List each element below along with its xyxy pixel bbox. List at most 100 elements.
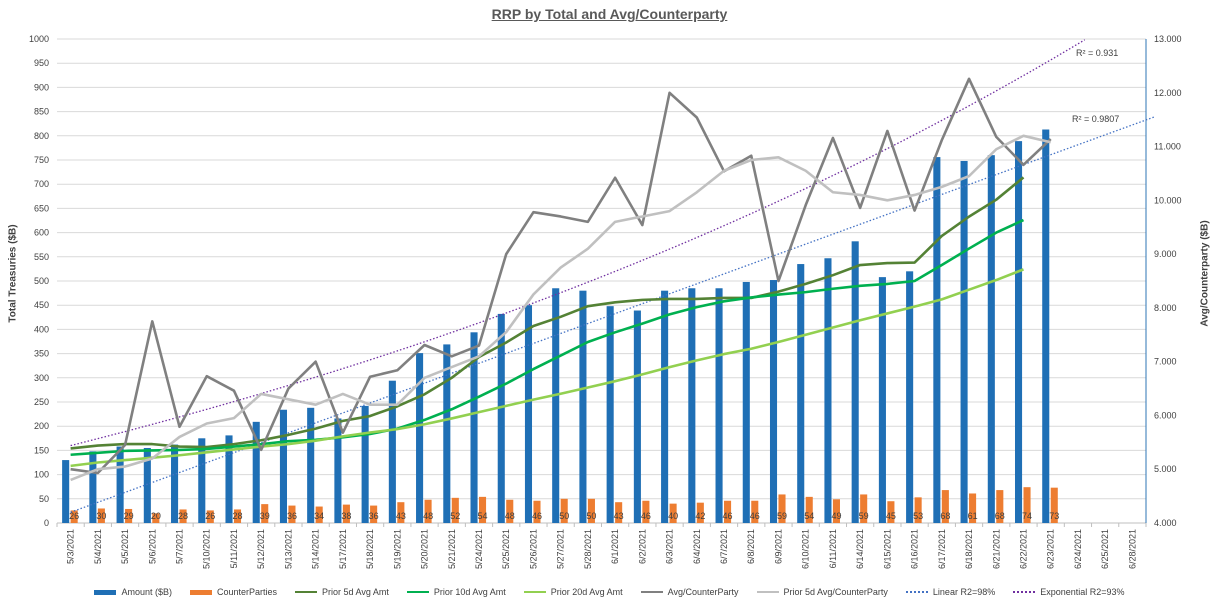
x-tick-label: 5/20/2021 xyxy=(420,529,430,569)
avg-counterparty-line xyxy=(70,77,1052,475)
x-tick-label: 6/21/2021 xyxy=(991,529,1001,569)
legend-label: Prior 20d Avg Amt xyxy=(550,587,623,597)
prior-20d-avg-amt-line xyxy=(70,268,1024,468)
amount-bar xyxy=(116,446,124,523)
prior-5d-avg-amt-line xyxy=(70,176,1025,450)
counterparty-data-label: 68 xyxy=(940,511,950,521)
y2-tick-label: 10.000 xyxy=(1154,195,1182,205)
y-tick-label: 300 xyxy=(34,373,49,383)
amount-bar xyxy=(334,418,342,523)
legend-item: Linear R2=98% xyxy=(905,587,995,597)
y-tick-label: 600 xyxy=(34,228,49,238)
amount-bar xyxy=(688,288,696,523)
counterparty-bar xyxy=(342,504,350,523)
counterparty-data-label: 52 xyxy=(450,511,460,521)
counterparty-data-label: 59 xyxy=(777,511,787,521)
y-tick-label: 250 xyxy=(34,397,49,407)
x-tick-label: 6/9/2021 xyxy=(773,529,783,564)
counterparty-bar xyxy=(179,509,187,523)
counterparty-bar xyxy=(724,500,732,523)
counterparty-bar xyxy=(206,510,214,523)
counterparty-bar xyxy=(125,508,133,523)
x-tick-label: 5/14/2021 xyxy=(311,529,321,569)
x-tick-label: 6/3/2021 xyxy=(665,529,675,564)
amount-bar xyxy=(661,290,669,523)
x-tick-label: 6/17/2021 xyxy=(937,529,947,569)
legend-swatch xyxy=(523,591,546,593)
legend-label: Prior 5d Avg Amt xyxy=(322,587,389,597)
y-tick-label: 700 xyxy=(34,179,49,189)
y-tick-label: 350 xyxy=(34,349,49,359)
y-tick-label: 950 xyxy=(34,58,49,68)
counterparty-data-label: 59 xyxy=(859,511,869,521)
counterparty-data-label: 28 xyxy=(178,511,188,521)
amount-bar xyxy=(742,281,750,523)
y-tick-label: 650 xyxy=(34,203,49,213)
x-tick-label: 5/21/2021 xyxy=(447,529,457,569)
amount-bar xyxy=(960,160,968,523)
legend-item: Prior 5d Avg/CounterParty xyxy=(756,587,888,597)
counterparty-bar xyxy=(914,497,922,523)
counterparty-data-label: 36 xyxy=(369,511,379,521)
legend-item: Prior 5d Avg Amt xyxy=(295,587,389,597)
x-tick-label: 6/14/2021 xyxy=(855,529,865,569)
legend-item: Exponential R2=93% xyxy=(1013,587,1125,597)
legend-swatch xyxy=(1013,591,1036,593)
counterparty-data-label: 73 xyxy=(1049,511,1059,521)
x-tick-label: 5/25/2021 xyxy=(501,529,511,569)
counterparty-data-label: 42 xyxy=(695,511,705,521)
counterparty-bar xyxy=(642,500,650,523)
counterparty-bar xyxy=(805,496,813,523)
x-tick-label: 5/6/2021 xyxy=(147,529,157,564)
counterparty-data-label: 46 xyxy=(750,511,760,521)
counterparty-data-label: 39 xyxy=(260,511,270,521)
amount-bar xyxy=(878,277,886,523)
amount-bar xyxy=(171,444,179,523)
x-tick-label: 5/4/2021 xyxy=(93,529,103,564)
x-tick-label: 5/17/2021 xyxy=(338,529,348,569)
amount-bar xyxy=(606,306,614,523)
legend-item: Prior 10d Avg Amt xyxy=(406,587,506,597)
x-tick-label: 5/12/2021 xyxy=(256,529,266,569)
amount-bar xyxy=(198,438,206,523)
counterparty-data-label: 50 xyxy=(586,511,596,521)
x-tick-label: 5/19/2021 xyxy=(392,529,402,569)
counterparty-bar xyxy=(506,499,514,523)
counterparty-bar xyxy=(669,503,677,523)
counterparty-data-label: 50 xyxy=(559,511,569,521)
counterparty-data-label: 29 xyxy=(124,511,134,521)
legend-label: Exponential R2=93% xyxy=(1040,587,1125,597)
counterparty-bar xyxy=(1050,487,1058,523)
x-tick-label: 6/16/2021 xyxy=(910,529,920,569)
legend-label: Prior 5d Avg/CounterParty xyxy=(783,587,888,597)
amount-bar xyxy=(443,344,451,523)
x-tick-label: 6/8/2021 xyxy=(746,529,756,564)
amount-bar xyxy=(1014,141,1023,523)
y2-tick-label: 7.000 xyxy=(1154,357,1177,367)
counterparty-bar xyxy=(615,502,623,523)
counterparty-data-label: 26 xyxy=(205,511,215,521)
counterparty-data-label: 46 xyxy=(641,511,651,521)
y2-tick-label: 5.000 xyxy=(1154,464,1177,474)
x-tick-label: 6/1/2021 xyxy=(610,529,620,564)
legend-swatch xyxy=(905,591,928,593)
legend-item: Amount ($B) xyxy=(94,587,172,597)
y-tick-label: 850 xyxy=(34,107,49,117)
y-tick-label: 150 xyxy=(34,445,49,455)
amount-bar xyxy=(769,280,778,523)
counterparty-data-label: 48 xyxy=(505,511,515,521)
counterparty-bar xyxy=(778,494,786,523)
counterparty-bar xyxy=(751,500,759,523)
counterparty-bar xyxy=(152,513,160,523)
plot-area: 0 50 100 150 200 250 300 350 400 450 500 550 600 650 7… xyxy=(29,34,1182,569)
counterparty-bar xyxy=(370,505,378,523)
counterparty-data-label: 34 xyxy=(314,511,324,521)
counterparty-data-label: 74 xyxy=(1022,511,1032,521)
amount-bar xyxy=(279,409,287,523)
amount-bar xyxy=(89,451,97,523)
x-tick-label: 5/5/2021 xyxy=(120,529,130,564)
y-tick-label: 800 xyxy=(34,131,49,141)
x-tick-label: 6/10/2021 xyxy=(801,529,811,569)
x-tick-label: 6/11/2021 xyxy=(828,529,838,568)
